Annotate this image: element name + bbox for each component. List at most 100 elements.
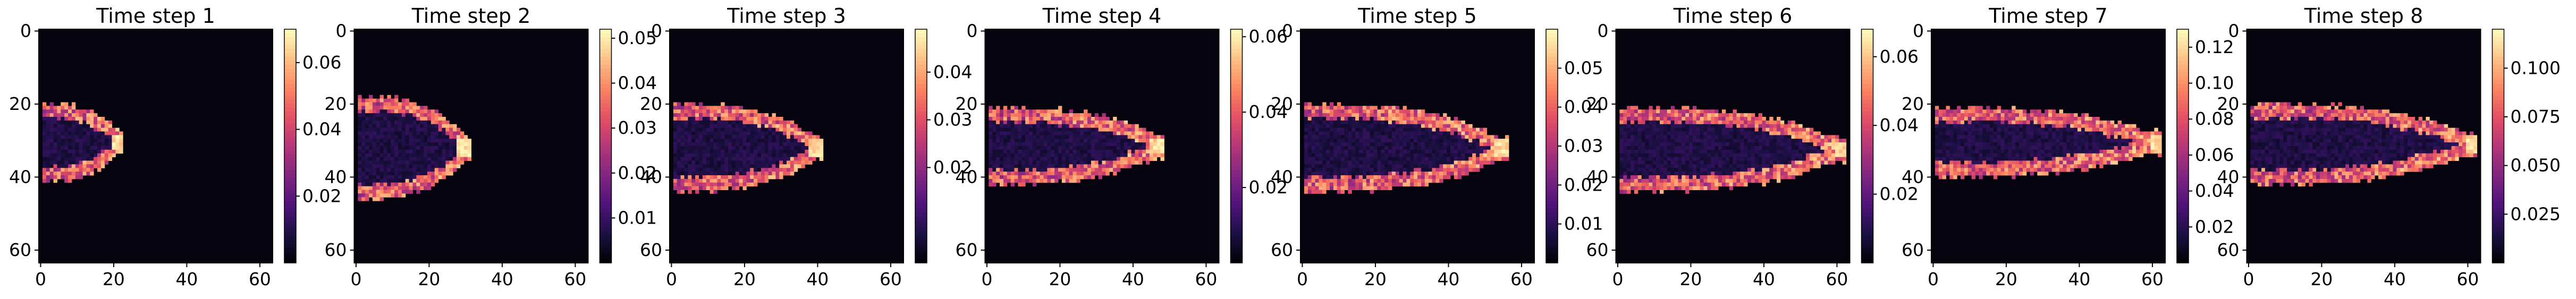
- heatmap-cell: [1395, 109, 1400, 114]
- heatmap-cell: [677, 135, 681, 139]
- heatmap-cell: [71, 106, 76, 110]
- heatmap-cell: [369, 109, 373, 114]
- heatmap-cell: [761, 146, 765, 150]
- heatmap-cell: [1377, 168, 1381, 172]
- heatmap-cell: [82, 149, 87, 154]
- heatmap-cell: [1740, 153, 1744, 158]
- heatmap-cell: [427, 157, 432, 161]
- heatmap-cell: [1014, 160, 1018, 165]
- heatmap-cell: [717, 113, 721, 117]
- heatmap-cell: [1835, 157, 1839, 161]
- heatmap-cell: [53, 106, 57, 110]
- heatmap-cell: [79, 175, 83, 180]
- heatmap-cell: [721, 182, 725, 187]
- heatmap-cell: [739, 160, 744, 165]
- heatmap-cell: [1703, 142, 1708, 147]
- heatmap-cell: [787, 160, 791, 165]
- heatmap-cell: [677, 172, 681, 176]
- heatmap-cell: [1307, 102, 1312, 106]
- heatmap-cell: [1406, 168, 1411, 172]
- heatmap-cell: [71, 124, 76, 129]
- heatmap-cell: [1388, 146, 1392, 150]
- heatmap-cell: [735, 149, 740, 154]
- heatmap-cell: [1322, 172, 1327, 176]
- heatmap-cell: [453, 149, 457, 154]
- heatmap-cell: [757, 175, 762, 180]
- heatmap-cell: [1670, 149, 1675, 154]
- heatmap-cell: [1058, 135, 1062, 139]
- heatmap-cell: [424, 109, 428, 114]
- heatmap-cell: [1010, 160, 1015, 165]
- heatmap-cell: [1678, 153, 1682, 158]
- heatmap-cell: [746, 157, 750, 161]
- heatmap-cell: [1725, 113, 1730, 117]
- colorbar-segment: [915, 29, 927, 33]
- heatmap-cell: [772, 139, 776, 143]
- heatmap-cell: [724, 153, 729, 158]
- heatmap-cell: [1656, 127, 1660, 132]
- heatmap-cell: [1040, 139, 1044, 143]
- heatmap-cell: [731, 178, 736, 183]
- heatmap-cell: [1403, 127, 1407, 132]
- heatmap-cell: [1366, 131, 1371, 135]
- heatmap-cell: [1809, 131, 1814, 135]
- heatmap-cell: [1820, 149, 1825, 154]
- heatmap-cell: [688, 178, 692, 183]
- axes-frame: [984, 29, 1220, 263]
- heatmap-cell: [742, 139, 747, 143]
- heatmap-cell: [1395, 172, 1400, 176]
- colorbar-segment: [599, 37, 612, 41]
- heatmap-cell: [1718, 124, 1722, 129]
- heatmap-cell: [710, 175, 714, 180]
- heatmap-cell: [746, 142, 750, 147]
- heatmap-cell: [1084, 117, 1088, 121]
- colorbar-segment: [1230, 37, 1243, 41]
- colorbar-segment: [915, 68, 927, 73]
- heatmap-cell: [75, 172, 80, 176]
- heatmap-cell: [1076, 164, 1080, 168]
- heatmap-cell: [1689, 127, 1693, 132]
- heatmap-cell: [1381, 139, 1385, 143]
- heatmap-cell: [376, 98, 381, 103]
- heatmap-cell: [1740, 160, 1744, 165]
- heatmap-cell: [761, 168, 765, 172]
- heatmap-cell: [742, 157, 747, 161]
- heatmap-cell: [1454, 164, 1458, 168]
- heatmap-cell: [42, 175, 47, 180]
- heatmap-cell: [1333, 135, 1338, 139]
- heatmap-cell: [445, 153, 450, 158]
- heatmap-cell: [1014, 153, 1018, 158]
- heatmap-cell: [1703, 117, 1708, 121]
- colorbar-segment: [599, 247, 612, 252]
- heatmap-cell: [398, 124, 402, 129]
- heatmap-cell: [398, 153, 402, 158]
- colorbar-segment: [1546, 123, 1558, 127]
- heatmap-cell: [1627, 120, 1631, 125]
- heatmap-cell: [783, 142, 787, 147]
- heatmap-cell: [1490, 149, 1494, 154]
- heatmap-cell: [1428, 172, 1433, 176]
- heatmap-cell: [1311, 142, 1316, 147]
- heatmap-cell: [1102, 146, 1106, 150]
- heatmap-cell: [1366, 182, 1371, 187]
- colorbar-tick-label: 0.06: [1249, 26, 1288, 47]
- heatmap-cell: [797, 139, 802, 143]
- heatmap-cell: [1670, 109, 1675, 114]
- heatmap-cell: [438, 131, 443, 135]
- heatmap-cell: [1637, 135, 1642, 139]
- heatmap-cell: [1435, 139, 1440, 143]
- heatmap-cell: [463, 139, 468, 143]
- heatmap-cell: [383, 146, 387, 150]
- heatmap-cell: [1094, 160, 1099, 165]
- heatmap-cell: [1040, 160, 1044, 165]
- heatmap-cell: [1087, 175, 1092, 180]
- heatmap-cell: [61, 146, 65, 150]
- heatmap-cell: [1348, 142, 1352, 147]
- heatmap-cell: [383, 168, 387, 172]
- heatmap-cell: [46, 153, 50, 158]
- heatmap-cell: [1337, 157, 1341, 161]
- heatmap-cell: [797, 164, 802, 168]
- heatmap-cell: [1457, 131, 1462, 135]
- heatmap-cell: [1751, 124, 1755, 129]
- heatmap-cell: [86, 146, 90, 150]
